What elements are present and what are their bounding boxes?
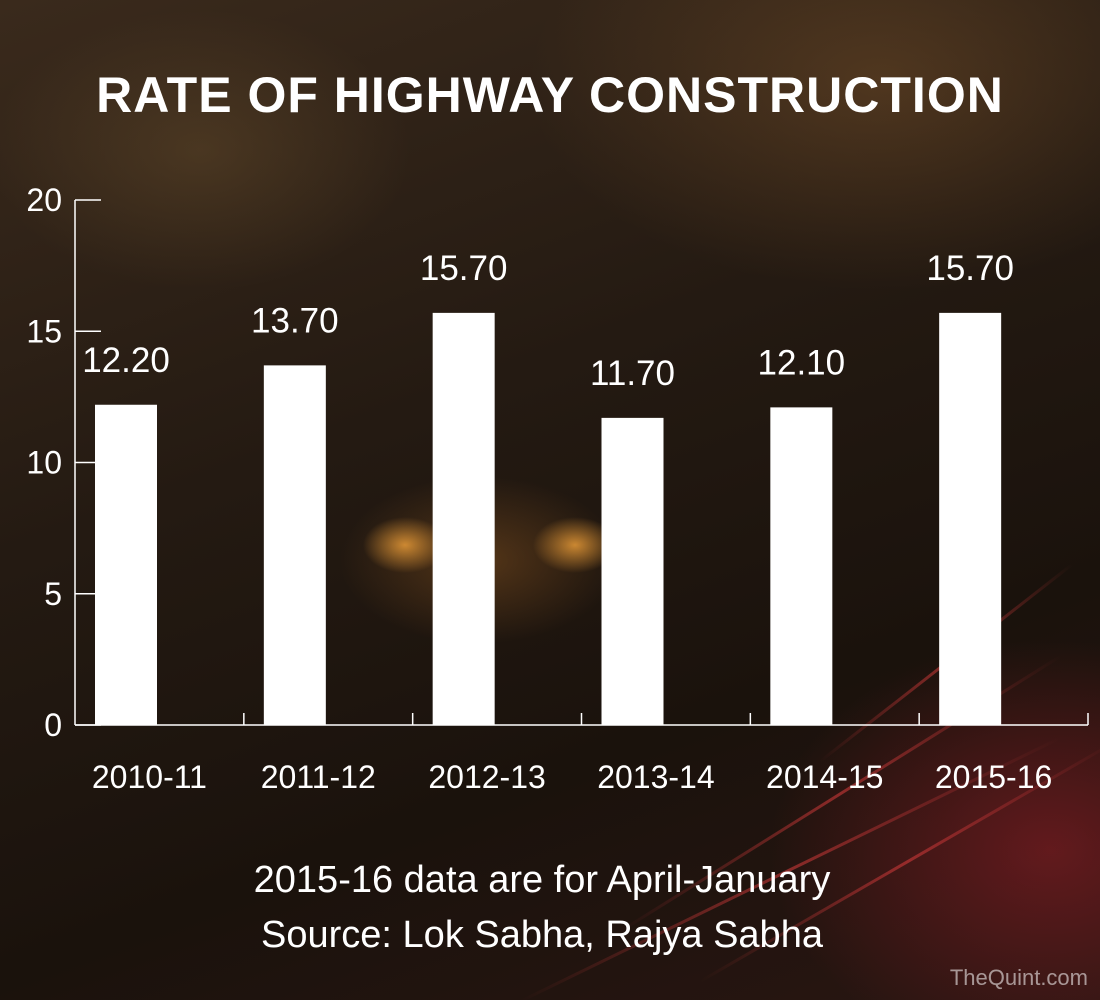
bar <box>770 407 833 725</box>
y-tick-label: 10 <box>26 445 62 481</box>
data-label: 15.70 <box>926 249 1014 288</box>
category-label: 2010-11 <box>92 759 207 795</box>
bar <box>601 417 664 725</box>
bars <box>95 312 1002 725</box>
category-label: 2011-12 <box>261 759 376 795</box>
y-tick-label: 0 <box>44 707 62 743</box>
category-label: 2013-14 <box>597 759 714 795</box>
data-label: 15.70 <box>420 249 508 288</box>
category-label: 2014-15 <box>766 759 883 795</box>
bar <box>432 312 495 725</box>
category-label: 2015-16 <box>935 759 1052 795</box>
axes: 0 5 10 15 20 <box>26 182 1089 743</box>
value-labels: 12.20 13.70 15.70 11.70 12.10 15.70 <box>82 249 1014 393</box>
data-label: 13.70 <box>251 301 339 340</box>
category-labels: 2010-11 2011-12 2012-13 2013-14 2014-15 2015-… <box>92 759 1052 795</box>
watermark-logo: TheQuint.com <box>950 965 1088 990</box>
chart-title: RATE OF HIGHWAY CONSTRUCTION <box>96 67 1004 123</box>
y-tick-label: 20 <box>26 182 62 218</box>
bar <box>939 312 1002 725</box>
data-label: 12.10 <box>758 343 846 382</box>
footnote: 2015-16 data are for April-January <box>254 859 831 901</box>
source-note: Source: Lok Sabha, Rajya Sabha <box>261 914 824 956</box>
y-tick-label: 15 <box>26 313 62 349</box>
bar <box>263 365 326 725</box>
data-label: 11.70 <box>590 354 675 393</box>
category-label: 2012-13 <box>428 759 545 795</box>
data-label: 12.20 <box>82 341 170 380</box>
bar <box>95 404 157 725</box>
y-tick-label: 5 <box>44 576 62 612</box>
